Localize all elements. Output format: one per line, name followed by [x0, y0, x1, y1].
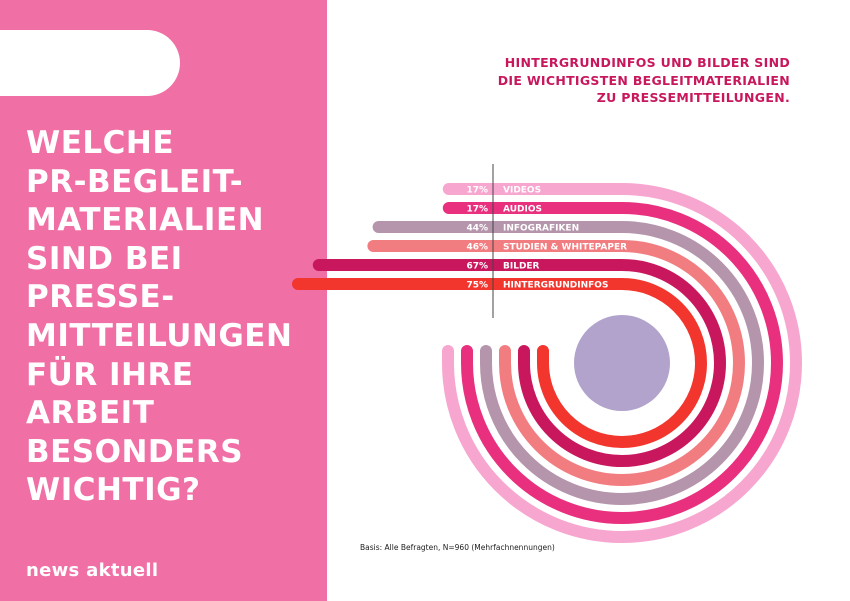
- category-label: VIDEOS: [503, 186, 541, 196]
- bar-hintergrundinfos: [292, 278, 707, 448]
- center-circle: [574, 315, 670, 411]
- category-label: INFOGRAFIKEN: [503, 224, 579, 234]
- base-footnote: Basis: Alle Befragten, N=960 (Mehrfachne…: [360, 543, 555, 552]
- question-title: WELCHE PR-BEGLEIT- MATERIALIEN SIND BEI …: [26, 125, 293, 509]
- bar-audios: [442, 202, 783, 524]
- category-label: BILDER: [503, 262, 540, 272]
- left-panel: WELCHE PR-BEGLEIT- MATERIALIEN SIND BEI …: [0, 0, 327, 601]
- bar-bilder: [312, 259, 726, 467]
- category-label: HINTERGRUNDINFOS: [503, 281, 608, 291]
- category-label: STUDIEN & WHITEPAPER: [503, 243, 627, 253]
- bar-studien-and-whitepaper: [367, 240, 745, 486]
- value-label: 44%: [466, 224, 488, 234]
- value-label: 17%: [466, 205, 488, 215]
- value-label: 67%: [466, 262, 488, 272]
- chart-headline: HINTERGRUNDINFOS UND BILDER SIND DIE WIC…: [497, 55, 790, 105]
- bar-videos: [442, 183, 802, 543]
- bar-infografiken: [372, 221, 764, 505]
- value-label: 75%: [466, 281, 488, 291]
- value-label: 17%: [466, 186, 488, 196]
- value-label: 46%: [466, 243, 488, 253]
- category-label: AUDIOS: [503, 205, 542, 215]
- news-aktuell-logo: news aktuell: [26, 560, 159, 581]
- tab-shape: [0, 30, 180, 96]
